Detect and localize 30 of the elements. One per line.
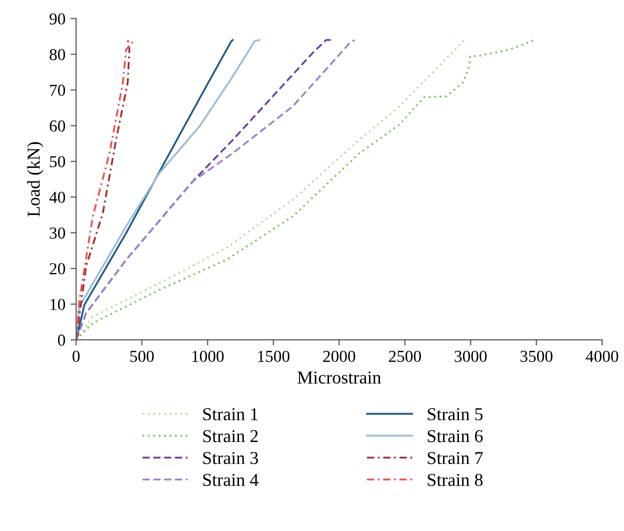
x-tick-label: 0 xyxy=(72,350,80,362)
y-tick-label: 20 xyxy=(50,263,66,274)
x-tick-label: 2500 xyxy=(388,350,421,362)
y-tick-label: 70 xyxy=(50,84,66,96)
x-tick-label: 4000 xyxy=(586,350,618,362)
x-tick-label: 3500 xyxy=(520,350,552,362)
y-tick-label: 0 xyxy=(58,334,66,346)
y-tick-label: 30 xyxy=(50,227,66,239)
y-tick-label: 40 xyxy=(49,192,66,204)
legend-label: Strain 3 xyxy=(203,452,258,464)
legend-label: Strain 5 xyxy=(428,408,483,420)
y-tick-label: 80 xyxy=(50,48,66,60)
line-series xyxy=(76,39,536,340)
legend-label: Strain 6 xyxy=(428,430,483,442)
x-tick-label: 1500 xyxy=(258,350,290,362)
legend-label: Strain 7 xyxy=(428,452,483,464)
legend-label: Strain 1 xyxy=(203,408,258,420)
x-tick-label: 1000 xyxy=(192,350,224,362)
x-tick-label: 500 xyxy=(130,350,154,362)
y-axis-title: Load (kN) xyxy=(27,142,44,217)
legend-label: Strain 8 xyxy=(428,474,483,486)
x-axis-title: Microstrain xyxy=(298,372,381,384)
y-tick-label: 90 xyxy=(50,13,66,25)
legend-label: Strain 2 xyxy=(203,430,258,442)
x-tick-label: 3000 xyxy=(454,350,487,362)
y-tick-label: 50 xyxy=(50,156,66,168)
x-tick-label: 2000 xyxy=(323,350,356,362)
legend-label: Strain 4 xyxy=(203,474,258,486)
y-tick-label: 10 xyxy=(50,298,66,310)
y-tick-label: 60 xyxy=(50,120,66,132)
